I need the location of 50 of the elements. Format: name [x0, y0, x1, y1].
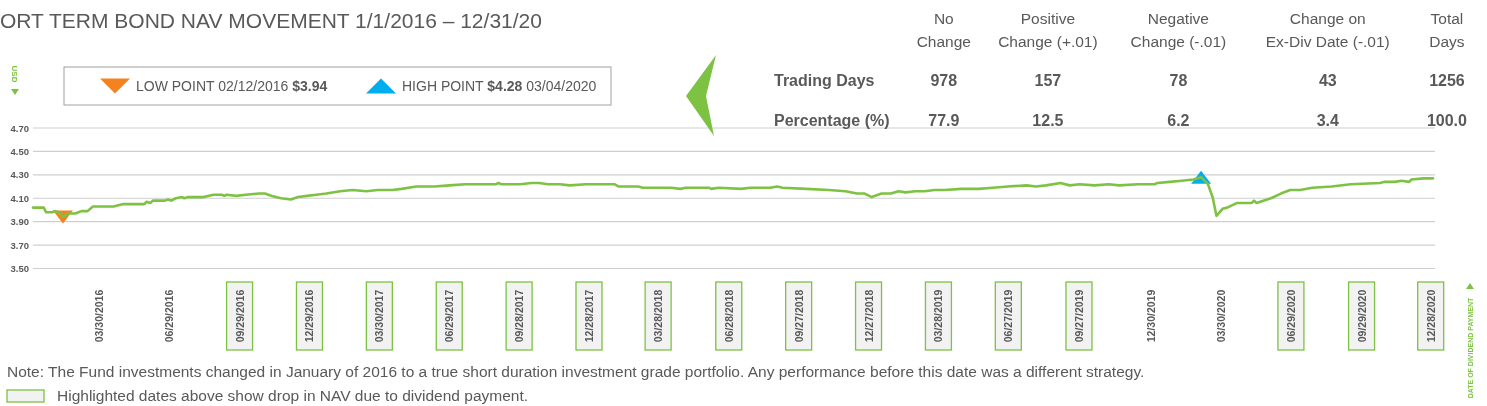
- x-tick-label: 03/30/2020: [1215, 289, 1228, 343]
- legend-label: HIGH POINT $4.28 03/04/2020: [402, 78, 597, 94]
- text: 77.9: [928, 111, 960, 129]
- x-tick-label: 06/29/2017: [443, 289, 456, 343]
- y-tick-label: 3.50: [10, 263, 29, 274]
- category-label: Positive Change (+.01): [998, 10, 1098, 50]
- x-tick-label: 03/30/2016: [93, 289, 106, 343]
- text: 6.2: [1167, 111, 1190, 129]
- x-tick-label: 12/29/2016: [303, 289, 316, 343]
- category-label: Change on Ex-Div Date (-.01): [1265, 10, 1390, 50]
- x-tick-label: 03/30/2017: [373, 289, 386, 343]
- chart-title: ORT TERM BOND NAV MOVEMENT 1/1/2016 – 12/31/20: [0, 9, 542, 32]
- x-tick-label: 09/29/2016: [233, 289, 246, 343]
- text: 157: [1034, 72, 1062, 89]
- y-tick-label: 4.10: [10, 192, 29, 204]
- x-tick-label: 09/29/2020: [1355, 289, 1368, 343]
- y-axis-title: USD: [10, 65, 20, 83]
- x-tick-label: 09/28/2017: [513, 289, 526, 343]
- x-tick-label: 03/28/2018: [652, 289, 665, 343]
- text: Note: The Fund investments changed in January of 2016 to a true short duration investment grade portfolio. Any performance before this date was a different strategy.: [7, 363, 1145, 380]
- x-tick-label: 06/29/2020: [1284, 289, 1297, 343]
- y-tick-label: 4.50: [10, 145, 29, 157]
- text: 1256: [1429, 72, 1465, 89]
- text: Highlighted dates above show drop in NAV due to dividend payment.: [57, 387, 529, 404]
- text: 78: [1169, 72, 1188, 89]
- text: 12.5: [1032, 111, 1064, 129]
- text: 3.4: [1316, 111, 1339, 129]
- text: 43: [1318, 72, 1337, 89]
- category-label: Negative Change (-.01): [1130, 10, 1227, 50]
- category-label: No Change: [916, 10, 971, 50]
- x-tick-label: 06/29/2016: [162, 289, 175, 343]
- x-tick-label: 03/28/2019: [932, 289, 945, 343]
- x-tick-label: 09/27/2018: [792, 289, 805, 343]
- x-tick-label: 12/30/2019: [1145, 289, 1158, 343]
- legend-label: LOW POINT 02/12/2016 $3.94: [136, 78, 328, 94]
- category-label: Trading Days: [774, 72, 875, 89]
- x-tick-label: 06/27/2019: [1002, 289, 1015, 343]
- text: 978: [930, 72, 958, 89]
- x-tick-label: 06/28/2018: [722, 289, 735, 343]
- y-tick-label: 4.70: [10, 122, 29, 134]
- x-tick-label: 09/27/2019: [1072, 289, 1085, 343]
- text: 100.0: [1426, 111, 1467, 129]
- y-tick-label: 3.70: [10, 239, 29, 251]
- y-tick-label: 4.30: [10, 169, 29, 181]
- y-tick-label: 3.90: [10, 216, 29, 228]
- x-tick-label: 12/28/2017: [583, 289, 596, 343]
- x-tick-label: 12/28/2020: [1424, 289, 1437, 343]
- category-label: Percentage (%): [774, 111, 890, 129]
- x-tick-label: 12/27/2018: [862, 289, 875, 343]
- category-label: Total Days: [1429, 10, 1465, 50]
